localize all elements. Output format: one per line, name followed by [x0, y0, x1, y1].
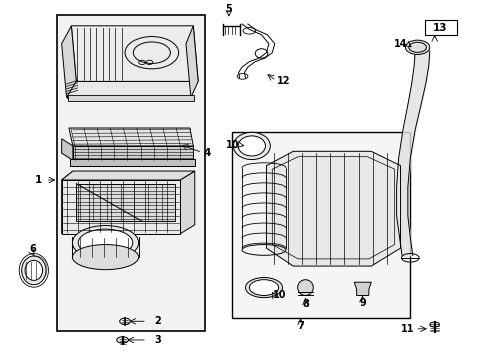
Text: 11: 11: [400, 324, 413, 334]
Text: 6: 6: [29, 243, 36, 253]
Polygon shape: [61, 26, 76, 98]
Polygon shape: [71, 26, 198, 81]
Ellipse shape: [120, 318, 130, 324]
Polygon shape: [61, 180, 180, 234]
Polygon shape: [69, 128, 193, 146]
Text: 8: 8: [302, 299, 308, 309]
Polygon shape: [66, 81, 190, 98]
Text: 7: 7: [297, 321, 304, 331]
Text: 1: 1: [35, 175, 42, 185]
Ellipse shape: [21, 256, 46, 285]
Polygon shape: [180, 171, 194, 234]
Bar: [424, 21, 456, 35]
Polygon shape: [61, 139, 73, 160]
Ellipse shape: [72, 226, 139, 260]
Ellipse shape: [233, 132, 270, 159]
Text: 12: 12: [277, 76, 290, 86]
Bar: [232, 132, 409, 318]
Ellipse shape: [78, 229, 133, 256]
Text: 13: 13: [432, 23, 447, 33]
Ellipse shape: [405, 40, 429, 54]
Ellipse shape: [25, 260, 42, 280]
Bar: [57, 15, 205, 330]
Polygon shape: [353, 282, 370, 296]
Polygon shape: [70, 159, 194, 166]
Polygon shape: [266, 151, 400, 266]
Polygon shape: [73, 146, 193, 160]
Text: 2: 2: [154, 316, 161, 326]
Text: 10: 10: [272, 291, 285, 301]
Text: 5: 5: [225, 4, 232, 14]
Text: 14: 14: [393, 40, 407, 49]
Text: 10: 10: [225, 140, 239, 150]
Ellipse shape: [249, 280, 278, 296]
Polygon shape: [61, 171, 194, 180]
Text: 9: 9: [358, 298, 365, 308]
Polygon shape: [185, 26, 198, 98]
Ellipse shape: [238, 136, 265, 156]
Bar: [68, 95, 193, 101]
Ellipse shape: [245, 278, 282, 298]
Polygon shape: [76, 184, 175, 221]
Ellipse shape: [297, 280, 313, 296]
Text: 4: 4: [203, 148, 210, 158]
Ellipse shape: [72, 244, 139, 270]
Text: 3: 3: [154, 335, 161, 345]
Polygon shape: [61, 171, 73, 234]
Ellipse shape: [117, 337, 128, 343]
Ellipse shape: [429, 322, 439, 327]
